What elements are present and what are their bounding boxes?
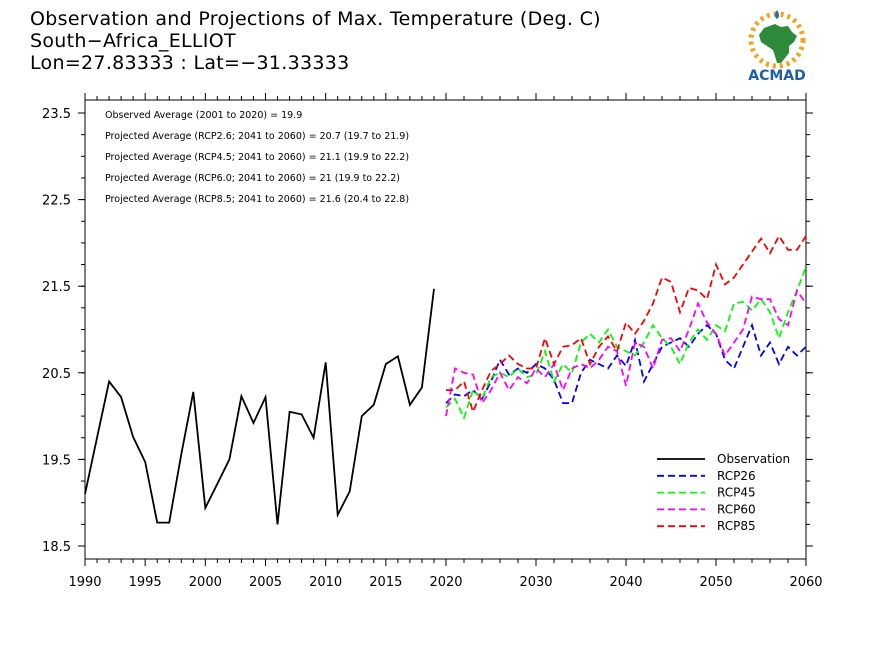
x-tick-label: 1995: [129, 575, 162, 590]
y-tick-label: 18.5: [42, 540, 71, 555]
coordinates-label: Lon=27.83333 : Lat=−31.33333: [30, 52, 350, 74]
x-tick-label: 2015: [369, 575, 402, 590]
annotation-rcp60: Projected Average (RCP6.0; 2041 to 2060)…: [105, 173, 400, 184]
location-name: South−Africa_ELLIOT: [30, 30, 236, 52]
x-tick-label: 2010: [309, 575, 342, 590]
series-line-rcp45: [445, 266, 807, 421]
x-tick-label: 2020: [429, 575, 462, 590]
x-tick-label: 2040: [609, 575, 642, 590]
legend: Observation RCP26 RCP45 RCP60 RCP85: [657, 452, 790, 533]
x-tick-label: 2005: [249, 575, 282, 590]
y-tick-label: 23.5: [42, 107, 71, 122]
x-tick-label: 2060: [789, 575, 822, 590]
chart-title-block: Observation and Projections of Max. Temp…: [30, 8, 601, 74]
x-axis: 1990 1995 2000 2005 2010 2015 2020 2030 2040 2050…: [68, 93, 823, 590]
legend-label-observation: Observation: [717, 452, 790, 466]
annotation-rcp45: Projected Average (RCP4.5; 2041 to 2060)…: [105, 152, 409, 163]
legend-label-rcp85: RCP85: [717, 519, 756, 533]
y-axis: 18.5 19.5 20.5 21.5 22.5 23.5: [42, 107, 813, 555]
chart-title: Observation and Projections of Max. Temp…: [30, 8, 601, 30]
y-tick-label: 22.5: [42, 194, 71, 209]
series-line-rcp26: [445, 322, 807, 405]
legend-label-rcp60: RCP60: [717, 502, 756, 516]
x-tick-label: 2030: [519, 575, 552, 590]
series-line-observation: [84, 288, 435, 525]
x-tick-label: 1990: [68, 575, 101, 590]
x-tick-label: 2050: [699, 575, 732, 590]
legend-label-rcp26: RCP26: [717, 469, 756, 483]
series-line-rcp60: [445, 288, 807, 417]
annotation-block: Observed Average (2001 to 2020) = 19.9 P…: [105, 110, 409, 205]
logo-text: ACMAD: [748, 68, 806, 84]
legend-label-rcp45: RCP45: [717, 486, 756, 500]
annotation-observed: Observed Average (2001 to 2020) = 19.9: [105, 110, 302, 121]
y-tick-label: 19.5: [42, 453, 71, 468]
annotation-rcp85: Projected Average (RCP8.5; 2041 to 2060)…: [105, 194, 409, 205]
raindrop-icon: [775, 10, 779, 19]
x-tick-label: 2000: [189, 575, 222, 590]
africa-map-icon: [759, 24, 797, 63]
y-tick-label: 21.5: [42, 280, 71, 295]
annotation-rcp26: Projected Average (RCP2.6; 2041 to 2060)…: [105, 131, 409, 142]
acmad-logo: ACMAD: [748, 10, 806, 84]
series-lines: [84, 234, 807, 525]
series-line-rcp85: [446, 234, 807, 415]
y-tick-label: 20.5: [42, 367, 71, 382]
